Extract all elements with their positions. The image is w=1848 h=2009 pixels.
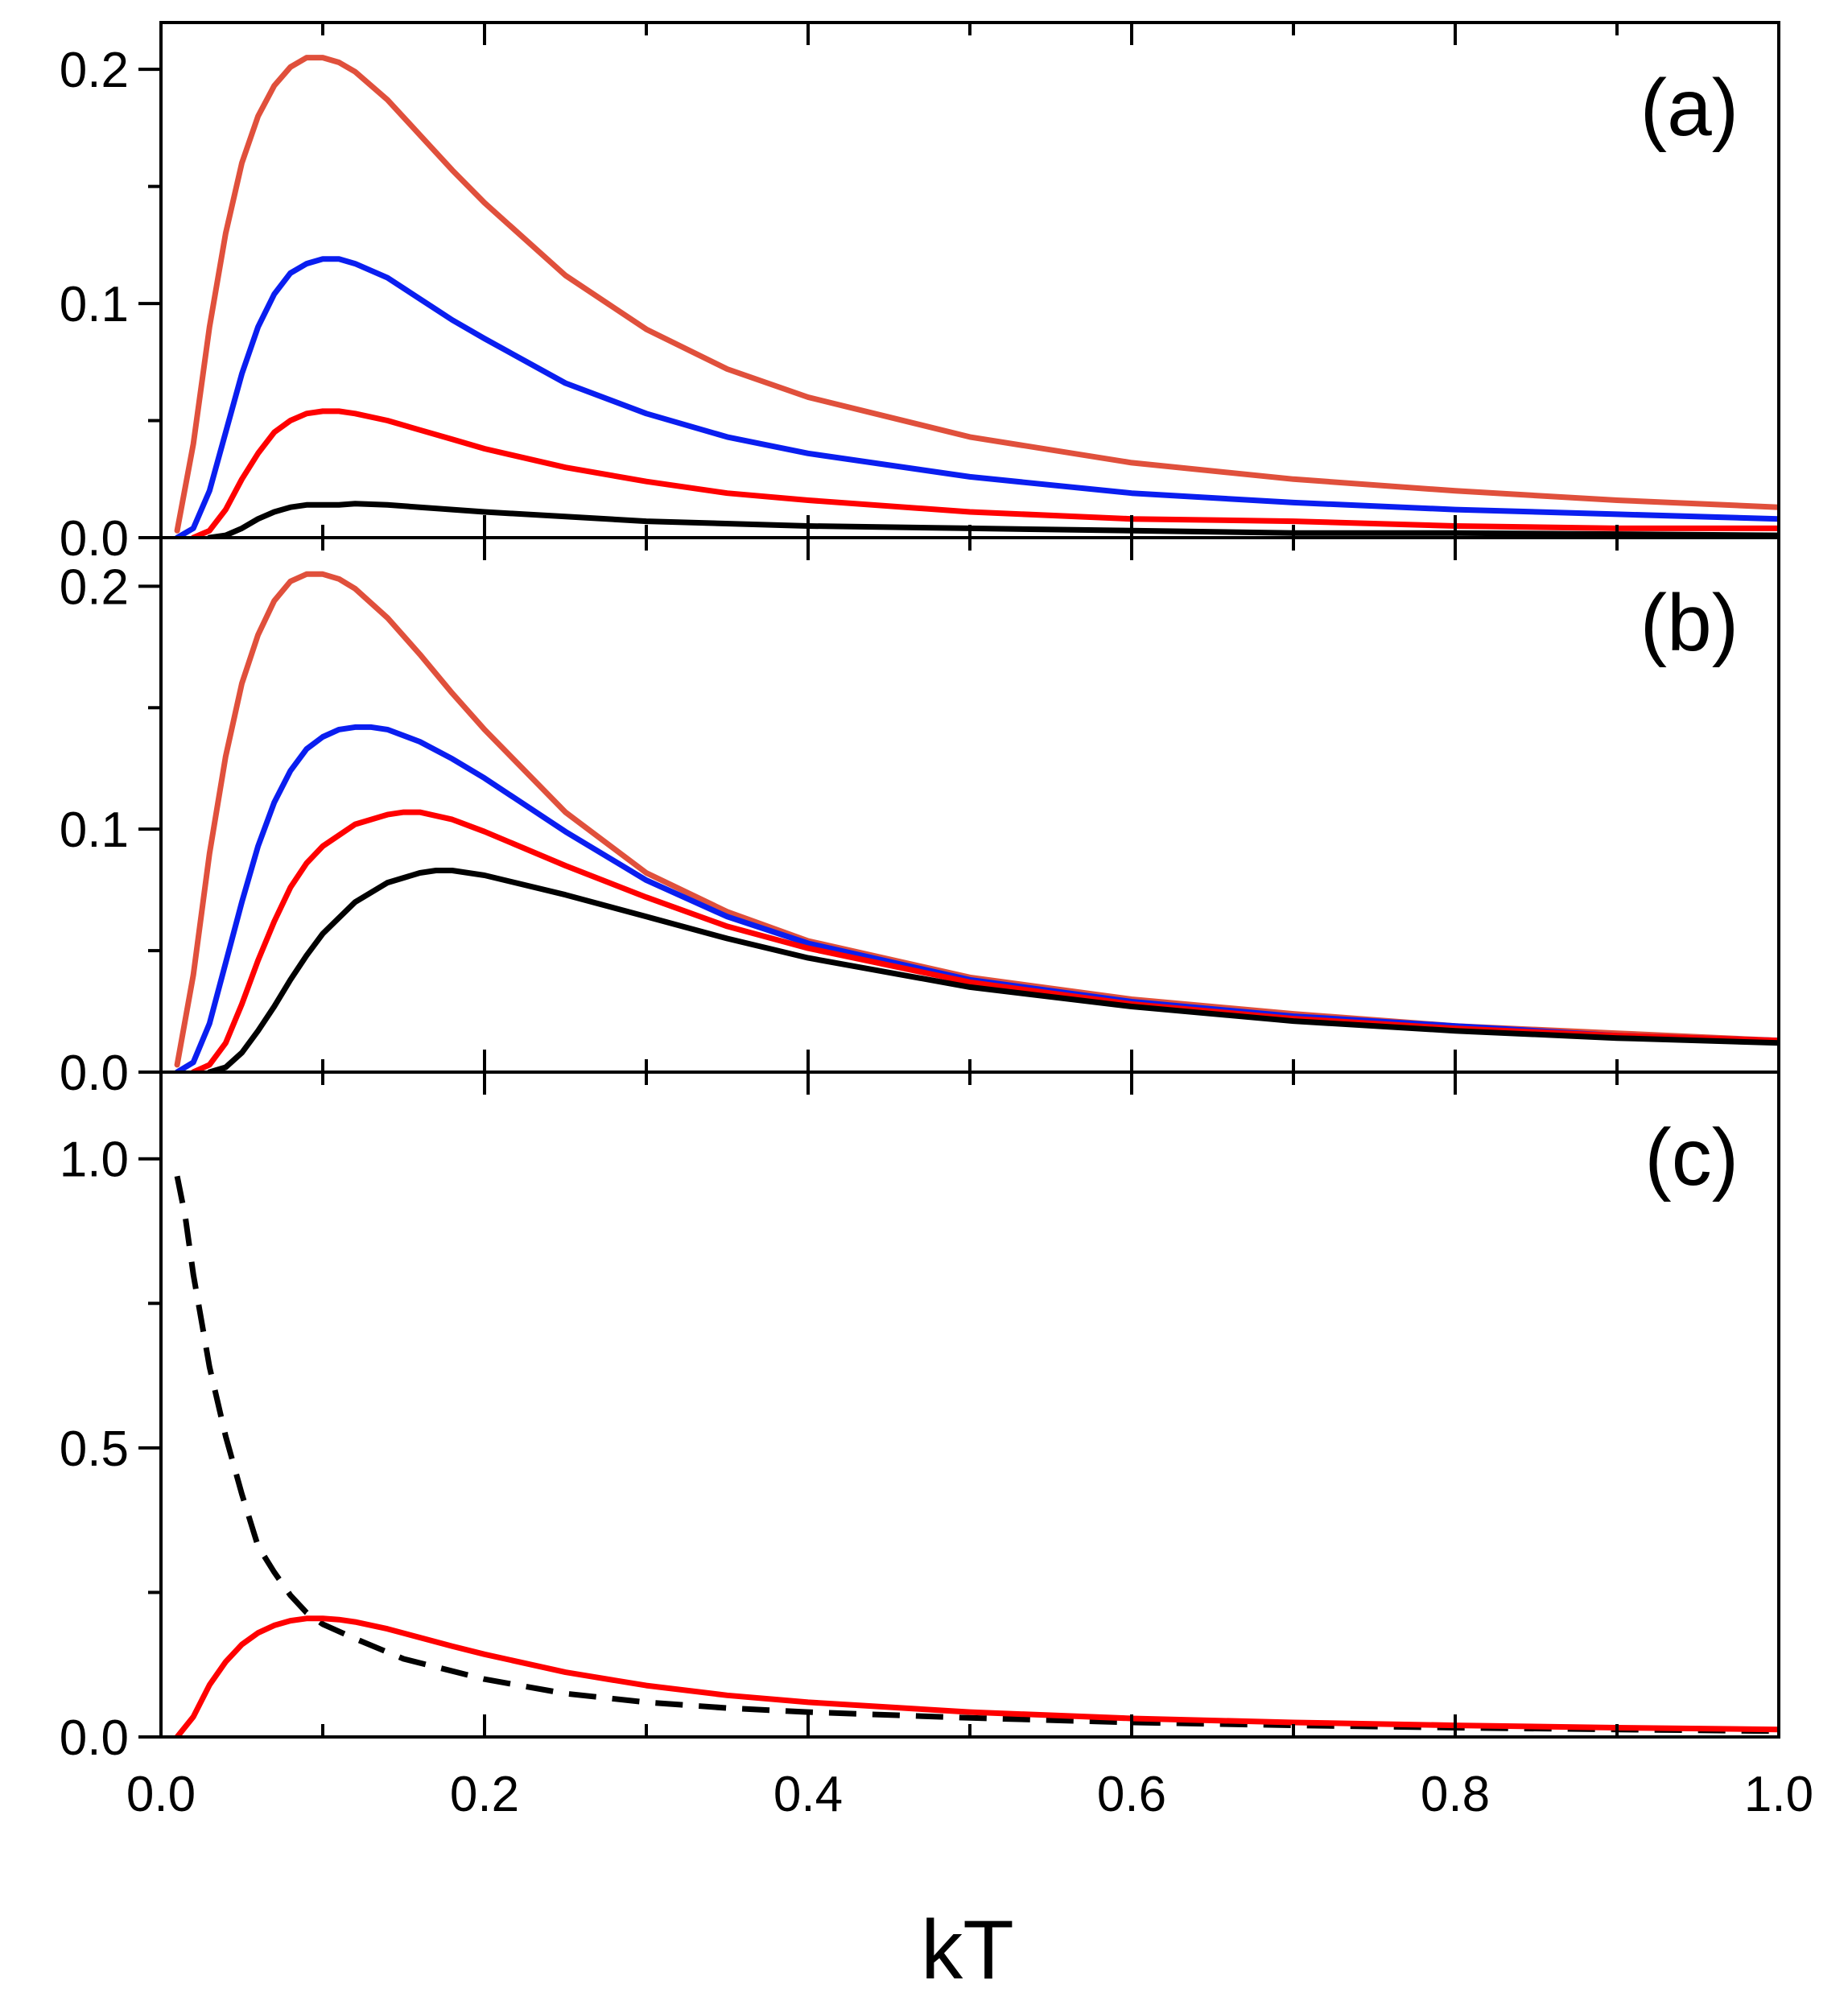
panel-label-0: (a)	[1640, 63, 1739, 153]
x-tick-label-1: 0.2	[450, 1767, 519, 1822]
x-tick-label-5: 1.0	[1744, 1767, 1813, 1822]
x-tick-label-4: 0.8	[1421, 1767, 1490, 1822]
series-line-2-1	[174, 1615, 1779, 1737]
panel-label-1: (b)	[1640, 578, 1739, 668]
y-tick-label-2-1: 0.5	[60, 1421, 129, 1477]
panel-0: 0.0 0.1 0.2 (a)	[60, 21, 1780, 567]
series-line-0-0	[174, 55, 1779, 534]
series-line-1-3	[206, 868, 1779, 1072]
y-tick-label-0-2: 0.2	[60, 43, 129, 98]
y-tick-label-0-1: 0.1	[60, 277, 129, 332]
y-tick-label-2-0: 0.0	[60, 1710, 129, 1766]
y-tick-label-1-1: 0.1	[60, 802, 129, 858]
y-tick-label-1-0: 0.0	[60, 1046, 129, 1101]
panel-label-2: (c)	[1644, 1112, 1739, 1203]
panel-1: 0.0 0.1 0.2 (b)	[60, 536, 1780, 1101]
x-tick-label-2: 0.4	[773, 1767, 843, 1822]
y-tick-label-1-2: 0.2	[60, 559, 129, 615]
panel-2: 0.0 0.5 1.0 (c)	[60, 1071, 1780, 1766]
series-line-0-3	[206, 501, 1779, 538]
y-tick-label-2-2: 1.0	[60, 1132, 129, 1188]
x-tick-label-3: 0.6	[1097, 1767, 1166, 1822]
x-axis-title: kT	[921, 1904, 1014, 1997]
series-line-2-0	[174, 1175, 1779, 1735]
x-tick-label-0: 0.0	[126, 1767, 196, 1822]
y-tick-label-0-0: 0.0	[60, 511, 129, 567]
series-line-0-1	[174, 256, 1779, 538]
